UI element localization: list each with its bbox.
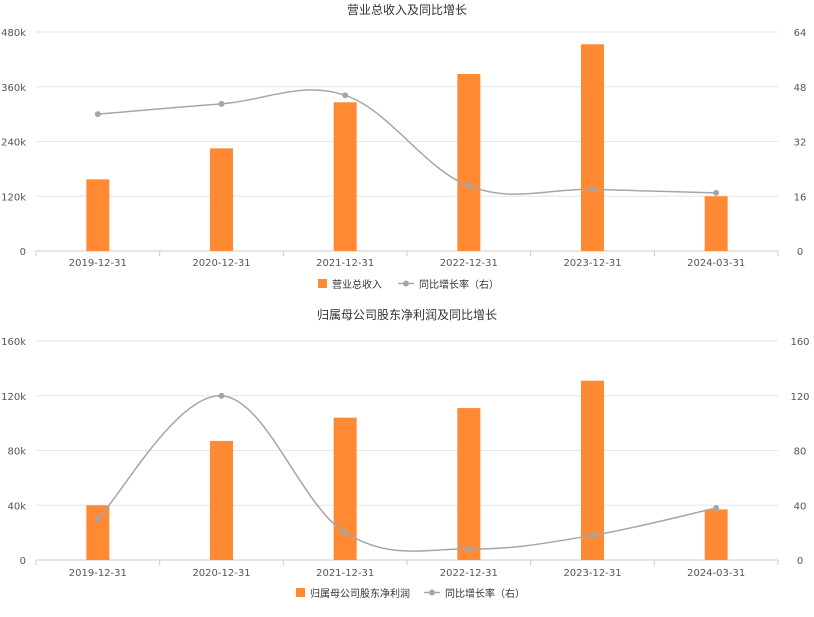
- growth-rate-line: [97, 89, 717, 195]
- bar: [457, 73, 481, 251]
- growth-rate-point: [94, 515, 101, 522]
- growth-rate-point: [218, 392, 225, 399]
- legend-line-label: 同比增长率（右）: [419, 278, 499, 291]
- legend-bar-swatch: [318, 279, 327, 288]
- y-left-tick-label: 240k: [1, 138, 26, 149]
- revenue-chart: 营业总收入及同比增长 0 120k 240k 360k 480k 0 16 32 48 64 2019…: [1, 3, 807, 291]
- y-left-tick-label: 40k: [7, 501, 26, 512]
- x-tick-label: 2024-03-31: [687, 258, 745, 269]
- growth-rate-point: [713, 189, 720, 196]
- y-left-tick-label: 120k: [1, 392, 26, 403]
- x-tick-label: 2019-12-31: [69, 258, 127, 269]
- x-tick-label: 2022-12-31: [440, 258, 498, 269]
- growth-rate-point: [342, 529, 349, 536]
- bar: [86, 505, 110, 560]
- y-left-tick-label: 360k: [1, 83, 26, 94]
- legend-line-marker: [403, 280, 409, 287]
- y-right-tick-label: 0: [797, 247, 803, 258]
- bar: [704, 196, 728, 251]
- bar: [457, 408, 481, 560]
- growth-rate-point: [218, 100, 225, 107]
- y-right-tick-label: 0: [797, 556, 803, 567]
- x-tick-label: 2019-12-31: [69, 568, 127, 579]
- x-tick-label: 2022-12-31: [440, 568, 498, 579]
- growth-rate-point: [713, 504, 720, 511]
- y-right-tick-label: 48: [794, 83, 807, 94]
- x-tick-label: 2021-12-31: [316, 258, 374, 269]
- y-left-tick-label: 120k: [1, 192, 26, 203]
- y-left-tick-label: 80k: [7, 447, 26, 458]
- chart-title: 归属母公司股东净利润及同比增长: [317, 308, 497, 322]
- bar: [581, 380, 604, 560]
- y-right-tick-label: 40: [794, 501, 807, 512]
- y-left-tick-label: 160k: [1, 337, 26, 348]
- growth-rate-line: [97, 394, 717, 552]
- y-left-tick-label: 0: [20, 556, 26, 567]
- growth-rate-point: [342, 92, 349, 99]
- legend-bar-swatch: [296, 588, 305, 597]
- y-right-tick-label: 16: [794, 192, 807, 203]
- x-tick-label: 2023-12-31: [563, 568, 621, 579]
- bar: [333, 102, 357, 251]
- y-right-tick-label: 64: [794, 28, 807, 39]
- bar: [333, 417, 357, 560]
- y-right-tick-label: 160: [790, 337, 809, 348]
- legend-line-marker: [429, 589, 435, 596]
- x-tick-label: 2024-03-31: [687, 568, 745, 579]
- legend-line-label: 同比增长率（右）: [445, 587, 525, 600]
- legend-bar-label: 营业总收入: [332, 278, 382, 291]
- y-right-tick-label: 120: [790, 392, 809, 403]
- y-right-tick-label: 80: [794, 447, 807, 458]
- bar: [210, 440, 233, 560]
- x-tick-label: 2020-12-31: [192, 258, 250, 269]
- growth-rate-point: [94, 111, 101, 118]
- x-tick-label: 2023-12-31: [563, 258, 621, 269]
- growth-rate-point: [465, 182, 472, 189]
- y-left-tick-label: 480k: [1, 28, 26, 39]
- bar: [86, 179, 110, 251]
- growth-rate-point: [589, 186, 596, 193]
- x-tick-label: 2020-12-31: [192, 568, 250, 579]
- y-left-tick-label: 0: [20, 247, 26, 258]
- growth-rate-point: [589, 532, 596, 539]
- y-right-tick-label: 32: [794, 138, 807, 149]
- bar: [704, 509, 728, 560]
- bar: [210, 148, 233, 251]
- x-tick-label: 2021-12-31: [316, 568, 374, 579]
- chart-title: 营业总收入及同比增长: [347, 3, 467, 17]
- growth-rate-point: [465, 546, 472, 553]
- bar: [581, 44, 604, 251]
- net-profit-chart: 归属母公司股东净利润及同比增长 0 40k 80k 120k 160k 0 40 80 120 16…: [1, 308, 809, 600]
- legend-bar-label: 归属母公司股东净利润: [310, 587, 410, 600]
